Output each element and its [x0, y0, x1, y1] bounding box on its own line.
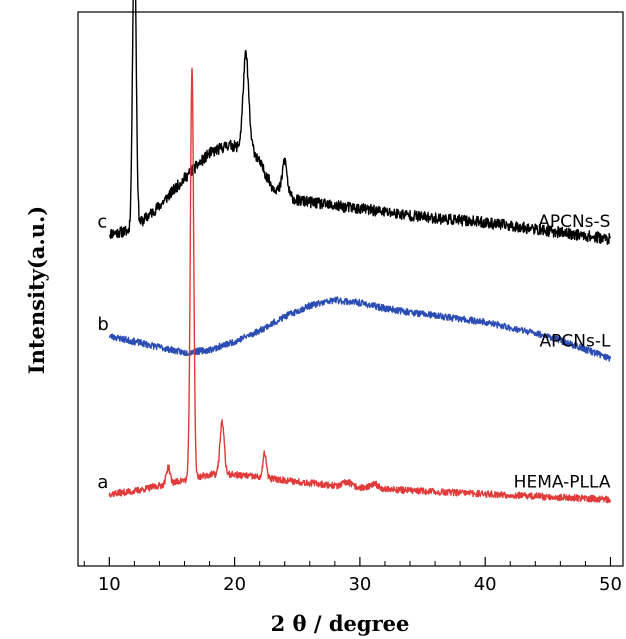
series-line-b — [108, 296, 612, 362]
curve-letter-b: b — [97, 314, 108, 335]
x-tick-label: 50 — [599, 574, 622, 595]
x-tick-label: 30 — [348, 574, 371, 595]
series-name-label: HEMA-PLLA — [514, 473, 611, 493]
series-labels: c APCNs-S b APCNs-L a HEMA-PLLA — [97, 212, 611, 493]
x-axis-label: 2 θ / degree — [271, 611, 410, 636]
series-line-a — [108, 67, 612, 504]
series-line-c — [108, 0, 612, 245]
series-name-label: APCNs-S — [538, 212, 610, 232]
y-axis-label: Intensity(a.u.) — [24, 206, 49, 375]
series-layer — [108, 0, 612, 504]
curve-letter-a: a — [97, 472, 108, 493]
curve-letter-c: c — [97, 212, 107, 233]
x-tick-label: 10 — [98, 574, 121, 595]
series-name-label: APCNs-L — [540, 331, 611, 351]
x-tick-label: 40 — [474, 574, 497, 595]
plot-frame — [77, 11, 624, 567]
x-tick-label: 20 — [223, 574, 246, 595]
x-axis-ticks: 10 20 30 40 50 — [83, 557, 622, 595]
